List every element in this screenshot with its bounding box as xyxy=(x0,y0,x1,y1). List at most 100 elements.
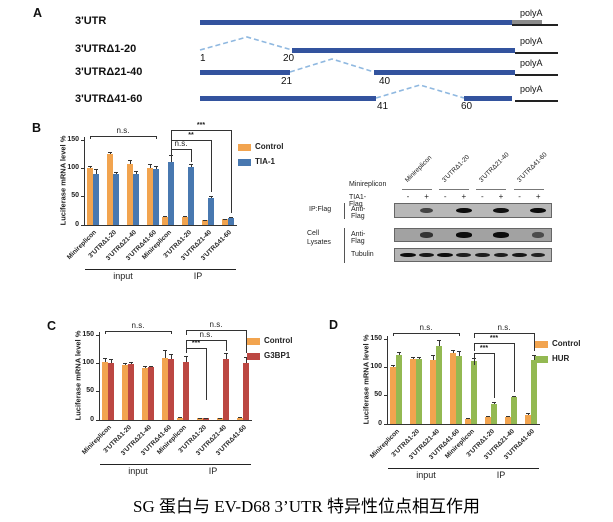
bar-G3BP1 xyxy=(223,359,229,420)
sig-label: n.s. xyxy=(199,330,213,339)
bar-Control xyxy=(162,217,168,225)
sig-bracket-line xyxy=(186,340,226,341)
lane-sign: + xyxy=(535,192,541,201)
panel-a-label: A xyxy=(33,6,43,20)
error-bar-cap xyxy=(506,416,510,418)
utr-bar xyxy=(292,48,515,53)
error-bar-cap xyxy=(198,417,202,419)
group-underline xyxy=(160,269,236,271)
blot-band xyxy=(474,252,490,258)
error-bar xyxy=(170,154,172,163)
y-tick-label: 100 xyxy=(370,362,382,370)
bar-Control xyxy=(142,367,148,420)
error-bar-cap xyxy=(163,349,167,351)
lane-sign: + xyxy=(424,192,429,201)
error-bar xyxy=(89,166,91,169)
sig-bracket-drop xyxy=(171,130,172,149)
bar-Control xyxy=(410,359,416,424)
bar-Control xyxy=(222,219,228,225)
bar-TIA-1 xyxy=(113,174,119,225)
error-bar-cap xyxy=(486,416,490,418)
bar-G3BP1 xyxy=(168,358,174,420)
group-label: input xyxy=(416,470,436,480)
sig-bracket-drop xyxy=(90,136,91,139)
error-bar-cap xyxy=(189,164,193,166)
error-bar-cap xyxy=(163,215,167,217)
sig-label: n.s. xyxy=(497,323,511,332)
error-bar-cap xyxy=(183,215,187,217)
blot-band xyxy=(511,252,528,258)
group-underline xyxy=(463,468,539,470)
error-bar xyxy=(418,357,420,360)
sig-label: *** xyxy=(196,122,206,129)
error-bar-cap xyxy=(109,359,113,361)
blot-group-label: IP:Flag xyxy=(309,206,332,213)
y-tick-label: 50 xyxy=(374,391,382,399)
error-bar-cap xyxy=(123,362,127,364)
y-tick-label: 150 xyxy=(67,135,79,143)
blot-band xyxy=(493,252,509,258)
bar-Control xyxy=(485,417,491,424)
x-axis xyxy=(387,424,540,426)
error-bar-cap xyxy=(431,355,435,357)
error-bar-cap xyxy=(88,166,92,168)
y-tick xyxy=(384,423,387,425)
error-bar-cap xyxy=(154,165,158,167)
bar-HUR xyxy=(471,361,477,424)
blot-band xyxy=(493,207,509,214)
bar-HUR xyxy=(396,354,402,424)
error-bar xyxy=(170,354,172,359)
legend-label: G3BP1 xyxy=(264,351,291,360)
polya-label: polyA xyxy=(520,36,543,46)
bar-Control xyxy=(147,168,153,225)
error-bar-cap xyxy=(411,356,415,358)
bar-Control xyxy=(202,220,208,225)
error-bar xyxy=(110,359,112,364)
error-bar-cap xyxy=(229,217,233,219)
blot-label-underline xyxy=(402,189,432,190)
error-bar xyxy=(104,357,106,363)
bar-Control xyxy=(430,359,436,424)
bar-Control xyxy=(237,417,243,420)
error-bar xyxy=(185,355,187,362)
blot-label-underline xyxy=(476,189,507,190)
blot-band xyxy=(437,252,454,258)
legend-swatch xyxy=(238,159,251,166)
bar-TIA-1 xyxy=(168,162,174,225)
y-tick xyxy=(96,334,99,336)
blot-band xyxy=(420,207,433,214)
legend-label: TIA-1 xyxy=(255,157,275,166)
error-bar xyxy=(533,355,535,360)
y-tick xyxy=(384,338,387,340)
error-bar-cap xyxy=(148,163,152,165)
blot-antibody-label: Anti-Flag xyxy=(351,231,366,245)
y-axis-title: Luciferase mRNA level % xyxy=(361,334,371,425)
sig-bracket-drop xyxy=(206,348,207,400)
y-tick xyxy=(384,366,387,368)
error-bar xyxy=(124,362,126,366)
y-tick-label: 100 xyxy=(67,163,79,171)
error-bar-cap xyxy=(129,362,133,364)
blot-group-bracket xyxy=(344,228,345,263)
y-axis-title: Luciferase mRNA level % xyxy=(73,330,83,421)
error-bar-cap xyxy=(114,172,118,174)
x-axis xyxy=(84,225,237,227)
error-bar xyxy=(225,352,227,360)
utr-bar xyxy=(200,20,512,25)
error-bar-cap xyxy=(451,349,455,351)
bar-G3BP1 xyxy=(128,364,134,420)
sig-bracket-drop xyxy=(186,348,187,353)
sig-bracket-line xyxy=(90,136,156,137)
panel-d-label: D xyxy=(329,318,339,332)
sig-bracket-drop xyxy=(156,136,157,139)
utr-gray-segment xyxy=(512,20,542,25)
sig-label: *** xyxy=(489,335,499,342)
bar-G3BP1 xyxy=(148,367,154,420)
bar-TIA-1 xyxy=(188,167,194,225)
error-bar-cap xyxy=(184,355,188,357)
blot-band xyxy=(455,207,472,214)
polya-line xyxy=(512,24,558,26)
bar-Control xyxy=(217,418,223,420)
blot-construct-label: 3'UTRΔ21-40 xyxy=(478,151,511,184)
sig-bracket-drop xyxy=(211,140,212,192)
